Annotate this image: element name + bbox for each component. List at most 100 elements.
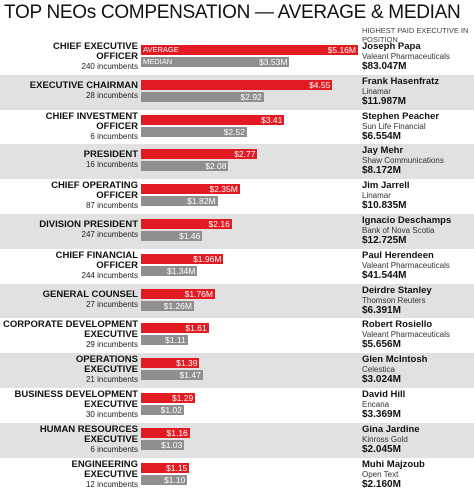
executive-pay: $2.160M (362, 478, 401, 490)
chart-row: CHIEF INVESTMENT OFFICER 6 incumbents $3.41… (0, 110, 474, 145)
median-bar: $1.10 (141, 474, 188, 485)
median-value-label: $2.08 (205, 161, 227, 172)
executive-pay: $6.554M (362, 130, 401, 142)
chart-row: ENGINEERING EXECUTIVE 12 incumbents $1.15 $1… (0, 458, 474, 493)
average-value-label: $1.15 (166, 462, 188, 473)
median-value-label: $1.46 (179, 231, 201, 241)
average-bar: $2.35M (141, 184, 240, 195)
executive-pay: $2.045M (362, 443, 401, 455)
executive-name: Jim Jarrell (362, 180, 410, 192)
incumbents-count: 28 incumbents (85, 90, 138, 100)
incumbents-count: 27 incumbents (85, 299, 138, 309)
position-title: EXECUTIVE (84, 399, 138, 410)
average-value-label: $1.39 (176, 358, 198, 369)
median-bar: $2.08 (141, 161, 229, 172)
executive-company: Celestica (362, 365, 395, 375)
average-value-label: $5.16M (327, 45, 356, 55)
position-title: HUMAN RESOURCES (39, 423, 138, 435)
executive-company: Shaw Communications (362, 156, 444, 166)
median-value-label: $2.92 (240, 91, 262, 102)
position-title: OPERATIONS (75, 354, 138, 366)
legend-average-label: AVERAGE (143, 45, 179, 54)
executive-pay: $83.047M (362, 61, 407, 72)
chart-row: OPERATIONS EXECUTIVE 21 incumbents $1.39 $1.… (0, 353, 474, 388)
executive-name: Ignacio Deschamps (362, 215, 452, 226)
executive-company: Open Text (362, 469, 399, 479)
average-bar: $1.61 (141, 323, 209, 334)
position-title: ENGINEERING (71, 458, 138, 470)
executive-company: Valeant Pharmaceuticals (362, 330, 450, 340)
average-bar: $1.96M (141, 253, 224, 264)
average-bar: $2.16 (141, 219, 232, 229)
average-value-label: $4.55 (309, 79, 331, 90)
executive-company: Kinross Gold (362, 434, 408, 444)
median-bar: $1.47 (141, 370, 203, 381)
chart-row: EXECUTIVE CHAIRMAN 28 incumbents $4.55 $2.9… (0, 74, 474, 110)
incumbents-count: 244 incumbents (81, 270, 138, 280)
executive-pay: $10.835M (362, 200, 407, 212)
executive-pay: $12.725M (362, 235, 407, 246)
average-value-label: $2.35M (209, 184, 238, 195)
incumbents-count: 240 incumbents (81, 62, 138, 71)
executive-pay: $5.656M (362, 339, 401, 351)
executive-company: Valeant Pharmaceuticals (362, 52, 450, 61)
incumbents-count: 6 incumbents (90, 131, 138, 141)
median-value-label: $2.52 (223, 126, 245, 137)
executive-company: Sun Life Financial (362, 121, 426, 131)
position-title: PRESIDENT (83, 149, 138, 161)
executive-pay: $6.391M (362, 304, 401, 316)
median-value-label: $1.02 (160, 405, 182, 415)
average-bar: $1.16 (141, 427, 190, 438)
position-title: OFFICER (96, 120, 138, 132)
median-value-label: $1.82M (187, 196, 216, 207)
executive-company: Linamar (362, 86, 391, 96)
executive-name: Muhi Majzoub (362, 458, 425, 470)
executive-pay: $41.544M (362, 269, 407, 281)
average-bar: $1.29 (141, 393, 196, 403)
average-value-label: $1.29 (171, 393, 194, 403)
chart-row: CHIEF FINANCIAL OFFICER 244 incumbents $1.9… (0, 249, 474, 284)
position-title: CHIEF EXECUTIVE (53, 41, 138, 52)
median-bar: $1.26M (141, 300, 194, 311)
average-bar: $3.41 (141, 114, 285, 125)
executive-pay: $3.024M (362, 374, 401, 386)
average-bar: $1.39 (141, 358, 200, 369)
median-bar: $1.02 (141, 405, 184, 415)
incumbents-count: 6 incumbents (90, 444, 138, 454)
chart-row: CHIEF EXECUTIVE OFFICER 240 incumbents AVER… (0, 40, 474, 75)
position-title: EXECUTIVE (84, 329, 138, 341)
position-title: CHIEF FINANCIAL (55, 249, 138, 261)
median-value-label: $1.26M (163, 300, 192, 311)
median-bar: $2.92 (141, 91, 264, 102)
position-title: EXECUTIVE (84, 433, 138, 445)
average-bar: $2.77 (141, 149, 258, 160)
position-title: GENERAL COUNSEL (42, 288, 138, 300)
median-bar: MEDIAN $3.53M (141, 57, 290, 67)
median-value-label: $1.03 (161, 439, 183, 450)
average-bar: $1.76M (141, 288, 215, 299)
average-value-label: $3.41 (261, 114, 283, 125)
executive-name: Frank Hasenfratz (362, 75, 440, 87)
median-bar: $1.34M (141, 265, 198, 276)
executive-name: Gina Jardine (362, 423, 420, 435)
executive-name: Paul Herendeen (362, 249, 434, 261)
executive-pay: $11.987M (362, 95, 406, 107)
median-bar: $1.11 (141, 335, 188, 346)
position-title: OFFICER (96, 190, 138, 202)
executive-company: Valeant Pharmaceuticals (362, 260, 450, 270)
executive-name: Deirdre Stanley (362, 284, 432, 296)
position-title: CORPORATE DEVELOPMENT (3, 319, 138, 331)
position-title: CHIEF INVESTMENT (45, 110, 138, 122)
chart-row: GENERAL COUNSEL 27 incumbents $1.76M $1.26M… (0, 283, 474, 319)
incumbents-count: 21 incumbents (85, 375, 138, 385)
executive-pay: $3.369M (362, 409, 401, 420)
median-value-label: $3.53M (259, 57, 288, 67)
chart-row: BUSINESS DEVELOPMENT EXECUTIVE 30 incumben… (0, 388, 474, 423)
position-title: DIVISION PRESIDENT (39, 219, 138, 230)
median-bar: $2.52 (141, 126, 247, 137)
chart-row: HUMAN RESOURCES EXECUTIVE 6 incumbents $1.1… (0, 422, 474, 458)
average-bar: AVERAGE $5.16M (141, 45, 358, 55)
median-bar: $1.03 (141, 439, 185, 450)
incumbents-count: 247 incumbents (81, 230, 138, 239)
chart-row: PRESIDENT 16 incumbents $2.77 $2.08 Jay Mehr… (0, 144, 474, 180)
